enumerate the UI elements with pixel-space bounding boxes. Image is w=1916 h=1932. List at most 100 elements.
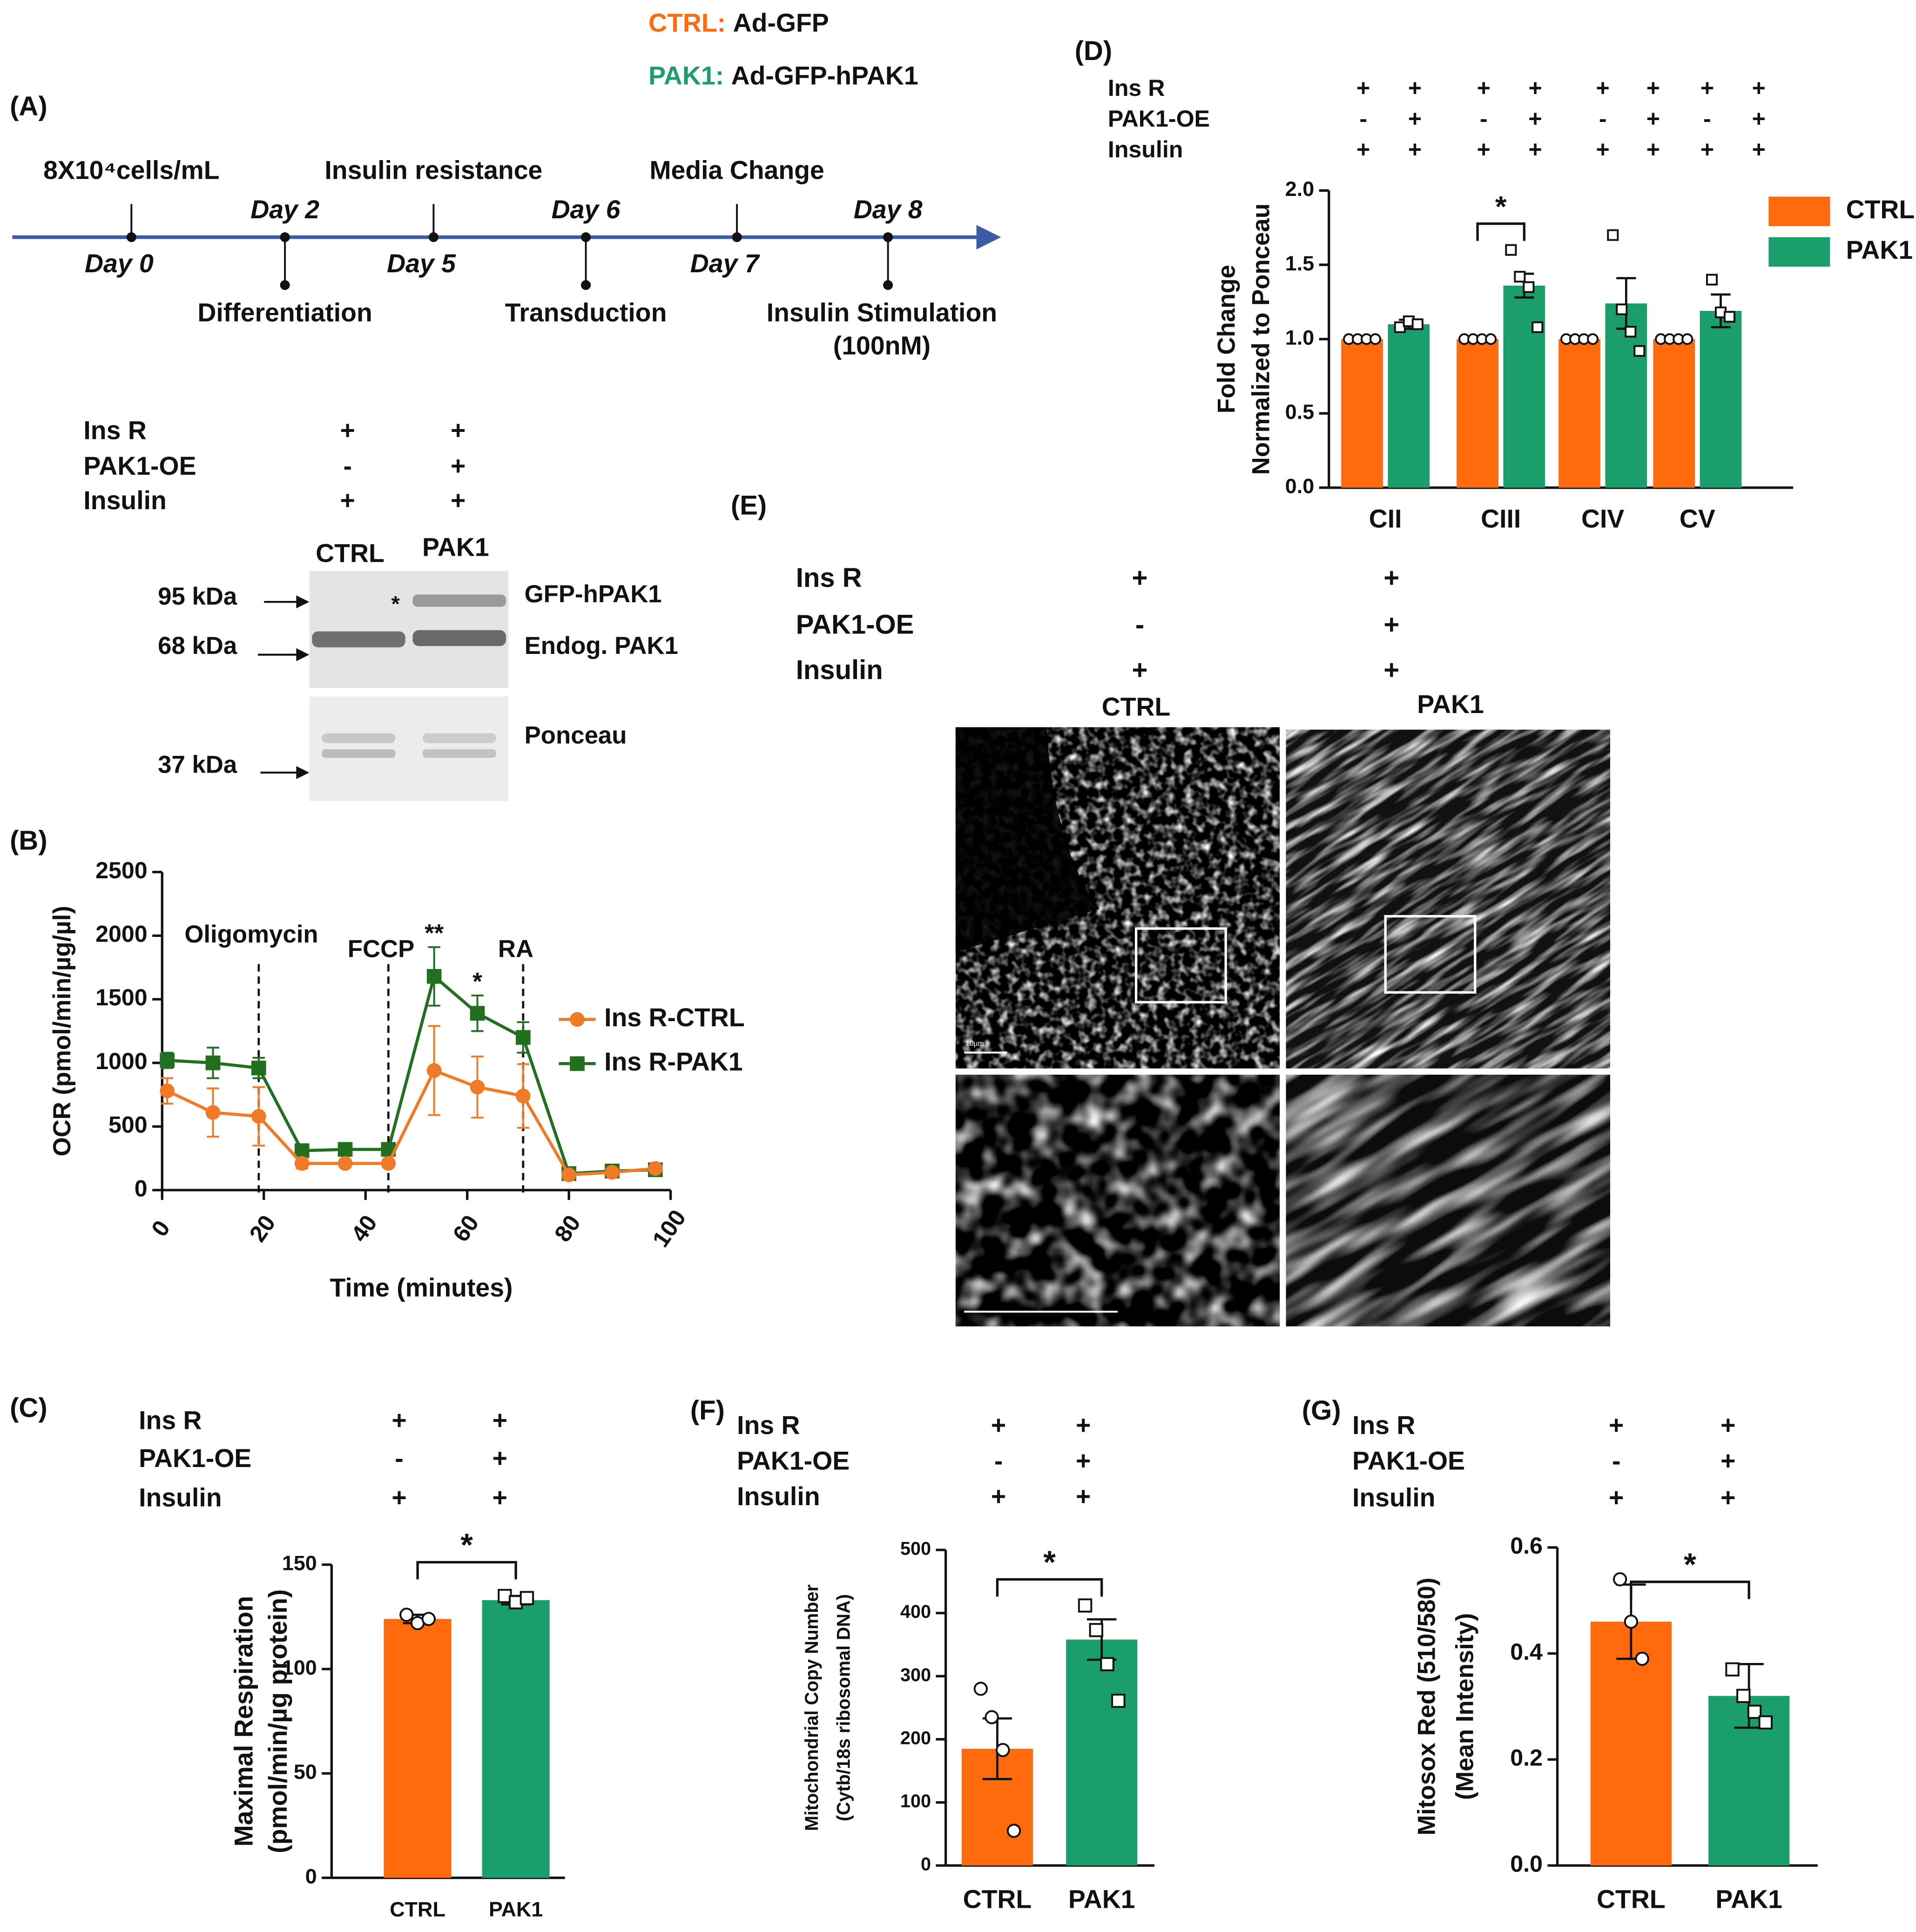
header-legend: CTRL: Ad-GFP PAK1: Ad-GFP-hPAK1 bbox=[648, 8, 918, 90]
y-tick-label: 2500 bbox=[95, 857, 148, 883]
x-tick-label: 60 bbox=[448, 1210, 484, 1246]
bar bbox=[1700, 310, 1742, 488]
condition-name: Ins R bbox=[1352, 1411, 1415, 1440]
condition-sign: + bbox=[1752, 136, 1766, 162]
y-tick-label: 150 bbox=[282, 1551, 317, 1575]
condition-name: Ins R bbox=[796, 563, 862, 593]
micrograph-ctrl bbox=[955, 727, 1280, 1069]
condition-sign: + bbox=[1646, 136, 1660, 162]
condition-name: Insulin bbox=[796, 655, 883, 685]
condition-sign: - bbox=[1703, 106, 1711, 132]
data-point bbox=[1706, 274, 1718, 286]
band-note: * bbox=[391, 592, 400, 617]
marker bbox=[470, 1079, 485, 1095]
condition-sign: + bbox=[1596, 75, 1610, 101]
significance-label: * bbox=[460, 1527, 473, 1563]
y-tick-label: 0 bbox=[305, 1864, 317, 1888]
condition-sign: + bbox=[1076, 1482, 1091, 1511]
data-point bbox=[973, 1682, 988, 1696]
x-tick-label: 100 bbox=[648, 1205, 691, 1252]
marker bbox=[470, 1006, 485, 1021]
marker bbox=[426, 1063, 442, 1078]
legend-key: CTRL: bbox=[648, 8, 726, 37]
condition-sign: + bbox=[340, 486, 355, 515]
marker-label: 37 kDa bbox=[158, 751, 237, 779]
condition-name: Insulin bbox=[1352, 1483, 1435, 1512]
marker bbox=[426, 969, 442, 984]
micrographs: 10µm bbox=[955, 727, 1611, 1326]
condition-sign: + bbox=[1356, 136, 1370, 162]
condition-sign: + bbox=[451, 416, 466, 445]
data-point bbox=[1633, 345, 1646, 357]
significance-bracket bbox=[1476, 222, 1525, 241]
blot-band bbox=[412, 594, 506, 607]
legend-line: CTRL: Ad-GFP bbox=[648, 8, 829, 37]
marker bbox=[605, 1165, 620, 1180]
data-point bbox=[1758, 1715, 1773, 1730]
condition-name: Insulin bbox=[1108, 136, 1183, 162]
legend-label: Ins R-PAK1 bbox=[604, 1047, 743, 1076]
x-tick-label: CII bbox=[1369, 505, 1402, 533]
lane-label: CTRL bbox=[316, 539, 385, 568]
data-point bbox=[421, 1612, 436, 1626]
y-tick-label: 2.0 bbox=[1285, 177, 1314, 201]
condition-name: Ins R bbox=[139, 1406, 202, 1434]
condition-sign: + bbox=[1609, 1483, 1624, 1512]
legend-label: CTRL bbox=[1846, 195, 1915, 224]
condition-sign: + bbox=[1700, 136, 1714, 162]
x-tick-label: PAK1 bbox=[1068, 1885, 1135, 1913]
condition-sign: - bbox=[1135, 609, 1144, 640]
bar bbox=[1388, 324, 1430, 488]
ponceau-image bbox=[309, 696, 509, 801]
timeline-event: Differentiation bbox=[197, 298, 372, 327]
data-point bbox=[985, 1710, 999, 1724]
y-tick-label: 100 bbox=[282, 1656, 317, 1679]
x-tick-label: 0 bbox=[146, 1216, 175, 1241]
condition-sign: + bbox=[1609, 1411, 1624, 1440]
y-tick-label: 0 bbox=[135, 1175, 148, 1201]
data-point bbox=[1723, 311, 1736, 323]
condition-sign: + bbox=[1646, 75, 1660, 101]
timeline-day: Day 0 bbox=[85, 249, 154, 278]
condition-sign: + bbox=[492, 1406, 507, 1434]
x-axis-label: Time (minutes) bbox=[330, 1273, 513, 1302]
condition-name: Insulin bbox=[139, 1483, 222, 1512]
condition-sign: + bbox=[1132, 563, 1148, 593]
data-point bbox=[1485, 333, 1497, 345]
condition-sign: + bbox=[1132, 655, 1148, 685]
condition-sign: + bbox=[1596, 136, 1610, 162]
data-point bbox=[1587, 333, 1599, 345]
bar bbox=[482, 1600, 550, 1878]
condition-sign: + bbox=[1720, 1483, 1735, 1512]
condition-name: PAK1-OE bbox=[737, 1446, 850, 1475]
timeline-event: Insulin resistance bbox=[324, 155, 542, 184]
arrow-head bbox=[296, 766, 310, 779]
condition-sign: + bbox=[991, 1482, 1006, 1511]
condition-name: PAK1-OE bbox=[139, 1444, 251, 1473]
data-point bbox=[1411, 318, 1424, 330]
condition-sign: + bbox=[1720, 1411, 1735, 1440]
timeline-dot bbox=[883, 232, 893, 242]
condition-sign: + bbox=[492, 1444, 507, 1473]
injection-label: RA bbox=[498, 935, 533, 963]
bar bbox=[384, 1619, 452, 1878]
x-tick-label: CIII bbox=[1481, 505, 1521, 533]
y-tick-label: 1000 bbox=[95, 1048, 148, 1074]
data-point bbox=[1681, 333, 1693, 345]
condition-sign: + bbox=[1720, 1446, 1735, 1475]
data-point bbox=[1612, 1572, 1627, 1587]
data-point bbox=[1111, 1694, 1126, 1708]
data-point bbox=[1100, 1657, 1114, 1671]
condition-sign: - bbox=[1359, 106, 1367, 132]
data-point bbox=[1616, 303, 1628, 316]
condition-sign: - bbox=[1599, 106, 1607, 132]
y-tick-label: 500 bbox=[108, 1112, 148, 1138]
legend-marker bbox=[570, 1012, 585, 1027]
y-tick-label: 0.2 bbox=[1510, 1745, 1543, 1771]
y-tick-label: 1500 bbox=[95, 984, 148, 1010]
y-axis-label: Mitochondrial Copy Number bbox=[802, 1584, 822, 1831]
condition-sign: + bbox=[391, 1406, 406, 1434]
data-point bbox=[1725, 1662, 1740, 1676]
condition-sign: + bbox=[1528, 75, 1542, 101]
condition-sign: - bbox=[1612, 1446, 1620, 1475]
